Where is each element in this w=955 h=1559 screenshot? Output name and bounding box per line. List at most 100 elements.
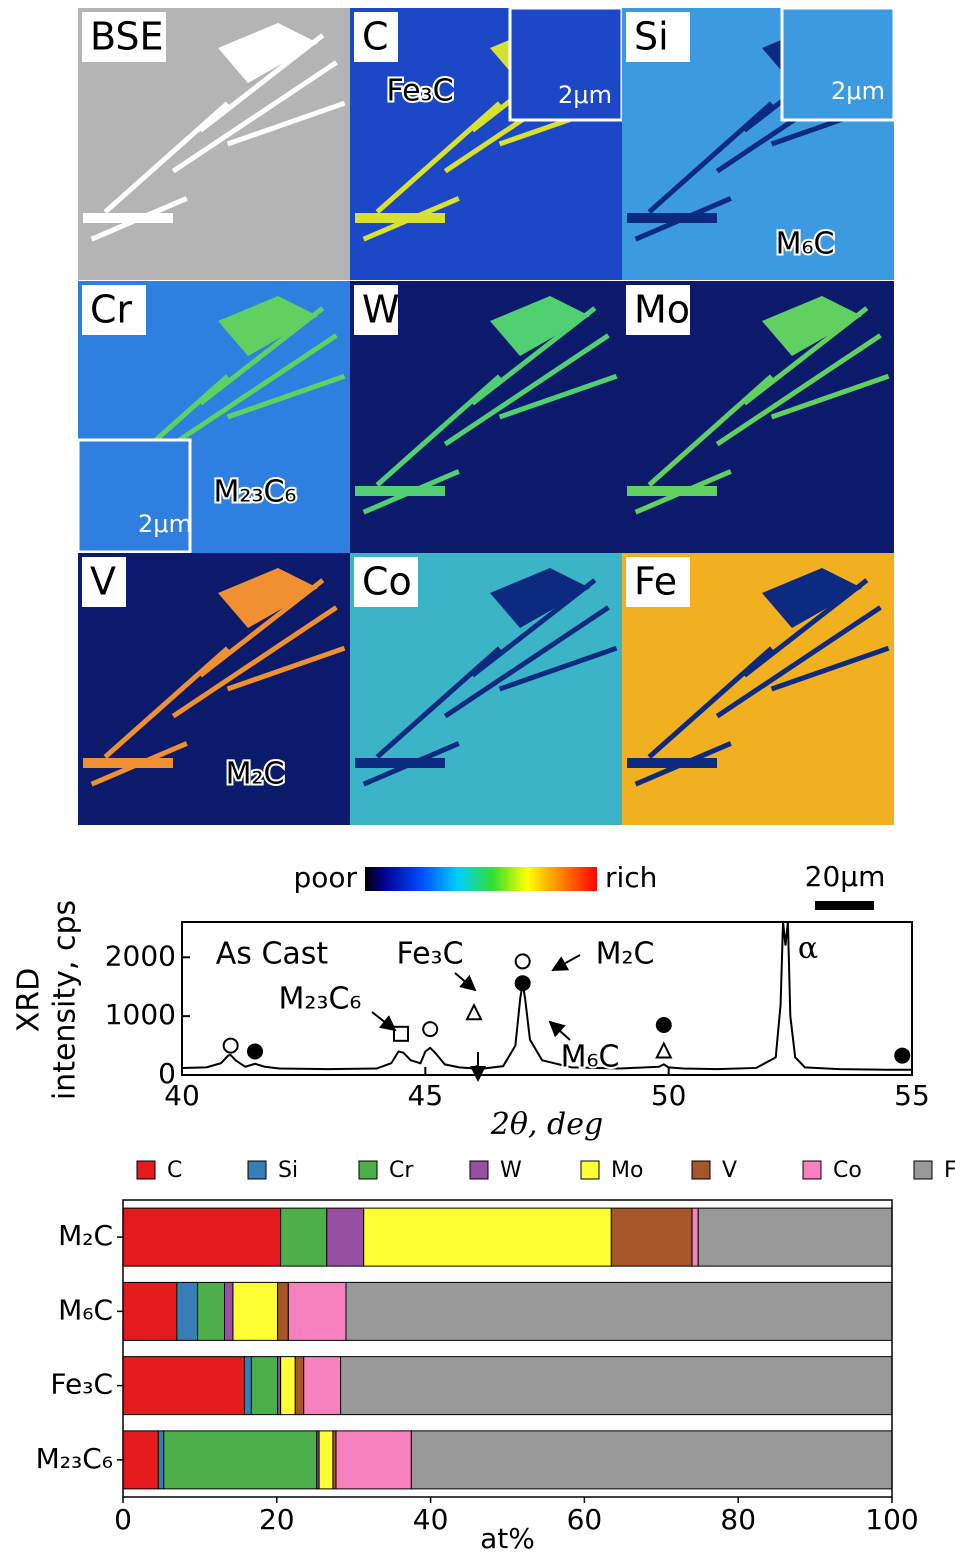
bar-segment xyxy=(278,1282,289,1340)
bar-segment xyxy=(411,1431,892,1489)
map-label: Cr xyxy=(90,288,133,332)
map-label: Si xyxy=(634,15,669,59)
x-tick-label: 60 xyxy=(567,1503,603,1536)
annotation-arrow xyxy=(455,973,475,990)
bar-segment xyxy=(364,1208,612,1266)
x-tick-label: 50 xyxy=(651,1079,687,1112)
phase-marker xyxy=(895,1049,909,1063)
y-tick-label: Fe₃C xyxy=(50,1368,113,1401)
colorbar xyxy=(365,867,597,891)
bar-segment xyxy=(225,1282,233,1340)
legend-swatch xyxy=(359,1161,377,1179)
x-tick-label: 0 xyxy=(114,1503,132,1536)
x-axis-label: at% xyxy=(480,1522,535,1555)
map-label: Fe xyxy=(634,560,677,604)
bar-segment xyxy=(295,1357,303,1415)
legend-swatch xyxy=(470,1161,488,1179)
y-tick-label: M₂₃C₆ xyxy=(36,1442,113,1475)
annotation: M₂C xyxy=(596,937,655,972)
x-tick-label: 80 xyxy=(720,1503,756,1536)
annotation: As Cast xyxy=(216,937,329,972)
phase-marker xyxy=(516,954,530,968)
annotation: M₆C xyxy=(561,1040,620,1075)
x-axis-label: 2θ, deg xyxy=(490,1107,603,1142)
bar-segment xyxy=(123,1208,281,1266)
bar-segment xyxy=(123,1431,158,1489)
y-tick-label: M₂C xyxy=(58,1219,113,1252)
map-annotation: 2μm xyxy=(558,81,612,109)
bar-segment xyxy=(245,1357,252,1415)
legend-label: W xyxy=(500,1158,522,1183)
annotation: α xyxy=(798,931,818,966)
bar-segment xyxy=(158,1431,163,1489)
phase-marker xyxy=(224,1039,238,1053)
x-tick-label: 55 xyxy=(894,1079,930,1112)
bar-segment xyxy=(341,1357,892,1415)
bar-segment xyxy=(319,1431,333,1489)
scale-bar xyxy=(815,901,874,910)
legend-swatch xyxy=(581,1161,599,1179)
legend-swatch xyxy=(137,1161,155,1179)
legend-swatch xyxy=(692,1161,710,1179)
map-annotation: 2μm xyxy=(831,77,885,105)
phase-marker xyxy=(516,976,530,990)
bar-segment xyxy=(233,1282,278,1340)
legend-swatch xyxy=(803,1161,821,1179)
legend-label: Co xyxy=(833,1158,862,1183)
phase-marker xyxy=(657,1043,671,1057)
bar-segment xyxy=(698,1208,892,1266)
figure: poor rich 20μm BSE C Fe₃C 2μm Si 2μm M₆C Cr M₂₃C… xyxy=(0,0,955,1555)
bar-segment xyxy=(346,1282,892,1340)
x-tick-label: 20 xyxy=(259,1503,295,1536)
legend-label: C xyxy=(167,1158,182,1183)
legend-label: V xyxy=(722,1158,737,1183)
map-label: BSE xyxy=(90,15,164,59)
bar-segment xyxy=(164,1431,317,1489)
bar-segment xyxy=(123,1282,177,1340)
annotation-arrow xyxy=(550,1022,570,1040)
legend-swatch xyxy=(248,1161,266,1179)
legend-swatch xyxy=(914,1161,932,1179)
phase-marker xyxy=(657,1018,671,1032)
scale-label: 20μm xyxy=(805,860,886,893)
phase-marker xyxy=(394,1027,408,1041)
colorbar-low: poor xyxy=(293,861,357,894)
phase-marker xyxy=(423,1022,437,1036)
phase-marker xyxy=(248,1044,262,1058)
bar-segment xyxy=(251,1357,277,1415)
bar-segment xyxy=(198,1282,225,1340)
map-label: W xyxy=(362,288,400,332)
bar-segment xyxy=(336,1431,411,1489)
map-label: C xyxy=(362,15,389,59)
map-label: Mo xyxy=(634,288,690,332)
bar-segment xyxy=(304,1357,341,1415)
x-tick-label: 45 xyxy=(408,1079,444,1112)
x-tick-label: 100 xyxy=(865,1503,918,1536)
annotation: Fe₃C xyxy=(396,937,463,972)
y-tick-label: 2000 xyxy=(105,939,176,972)
map-annotation: M₂C xyxy=(226,757,285,792)
map-annotation: M₆C xyxy=(776,227,835,262)
bar-segment xyxy=(288,1282,346,1340)
bar-segment xyxy=(281,1208,327,1266)
annotation-arrow xyxy=(372,1012,395,1030)
annotation: M₂₃C₆ xyxy=(279,982,362,1017)
y-tick-label: 0 xyxy=(158,1057,176,1090)
phase-marker xyxy=(467,1005,481,1019)
bar-segment xyxy=(327,1208,364,1266)
map-label: V xyxy=(90,560,116,604)
bar-segment xyxy=(692,1208,698,1266)
map-label: Co xyxy=(362,560,412,604)
y-tick-label: 1000 xyxy=(105,998,176,1031)
y-axis-label: intensity, cps xyxy=(48,900,83,1100)
bar-segment xyxy=(177,1282,198,1340)
x-tick-label: 40 xyxy=(413,1503,449,1536)
bar-segment xyxy=(123,1357,245,1415)
bar-segment xyxy=(281,1357,296,1415)
y-tick-label: M₆C xyxy=(58,1293,113,1326)
map-annotation: M₂₃C₆ xyxy=(214,475,297,510)
legend-label: Cr xyxy=(389,1158,414,1183)
map-annotation: Fe₃C xyxy=(386,74,453,109)
colorbar-high: rich xyxy=(605,861,657,894)
legend-label: Fe xyxy=(944,1158,955,1183)
